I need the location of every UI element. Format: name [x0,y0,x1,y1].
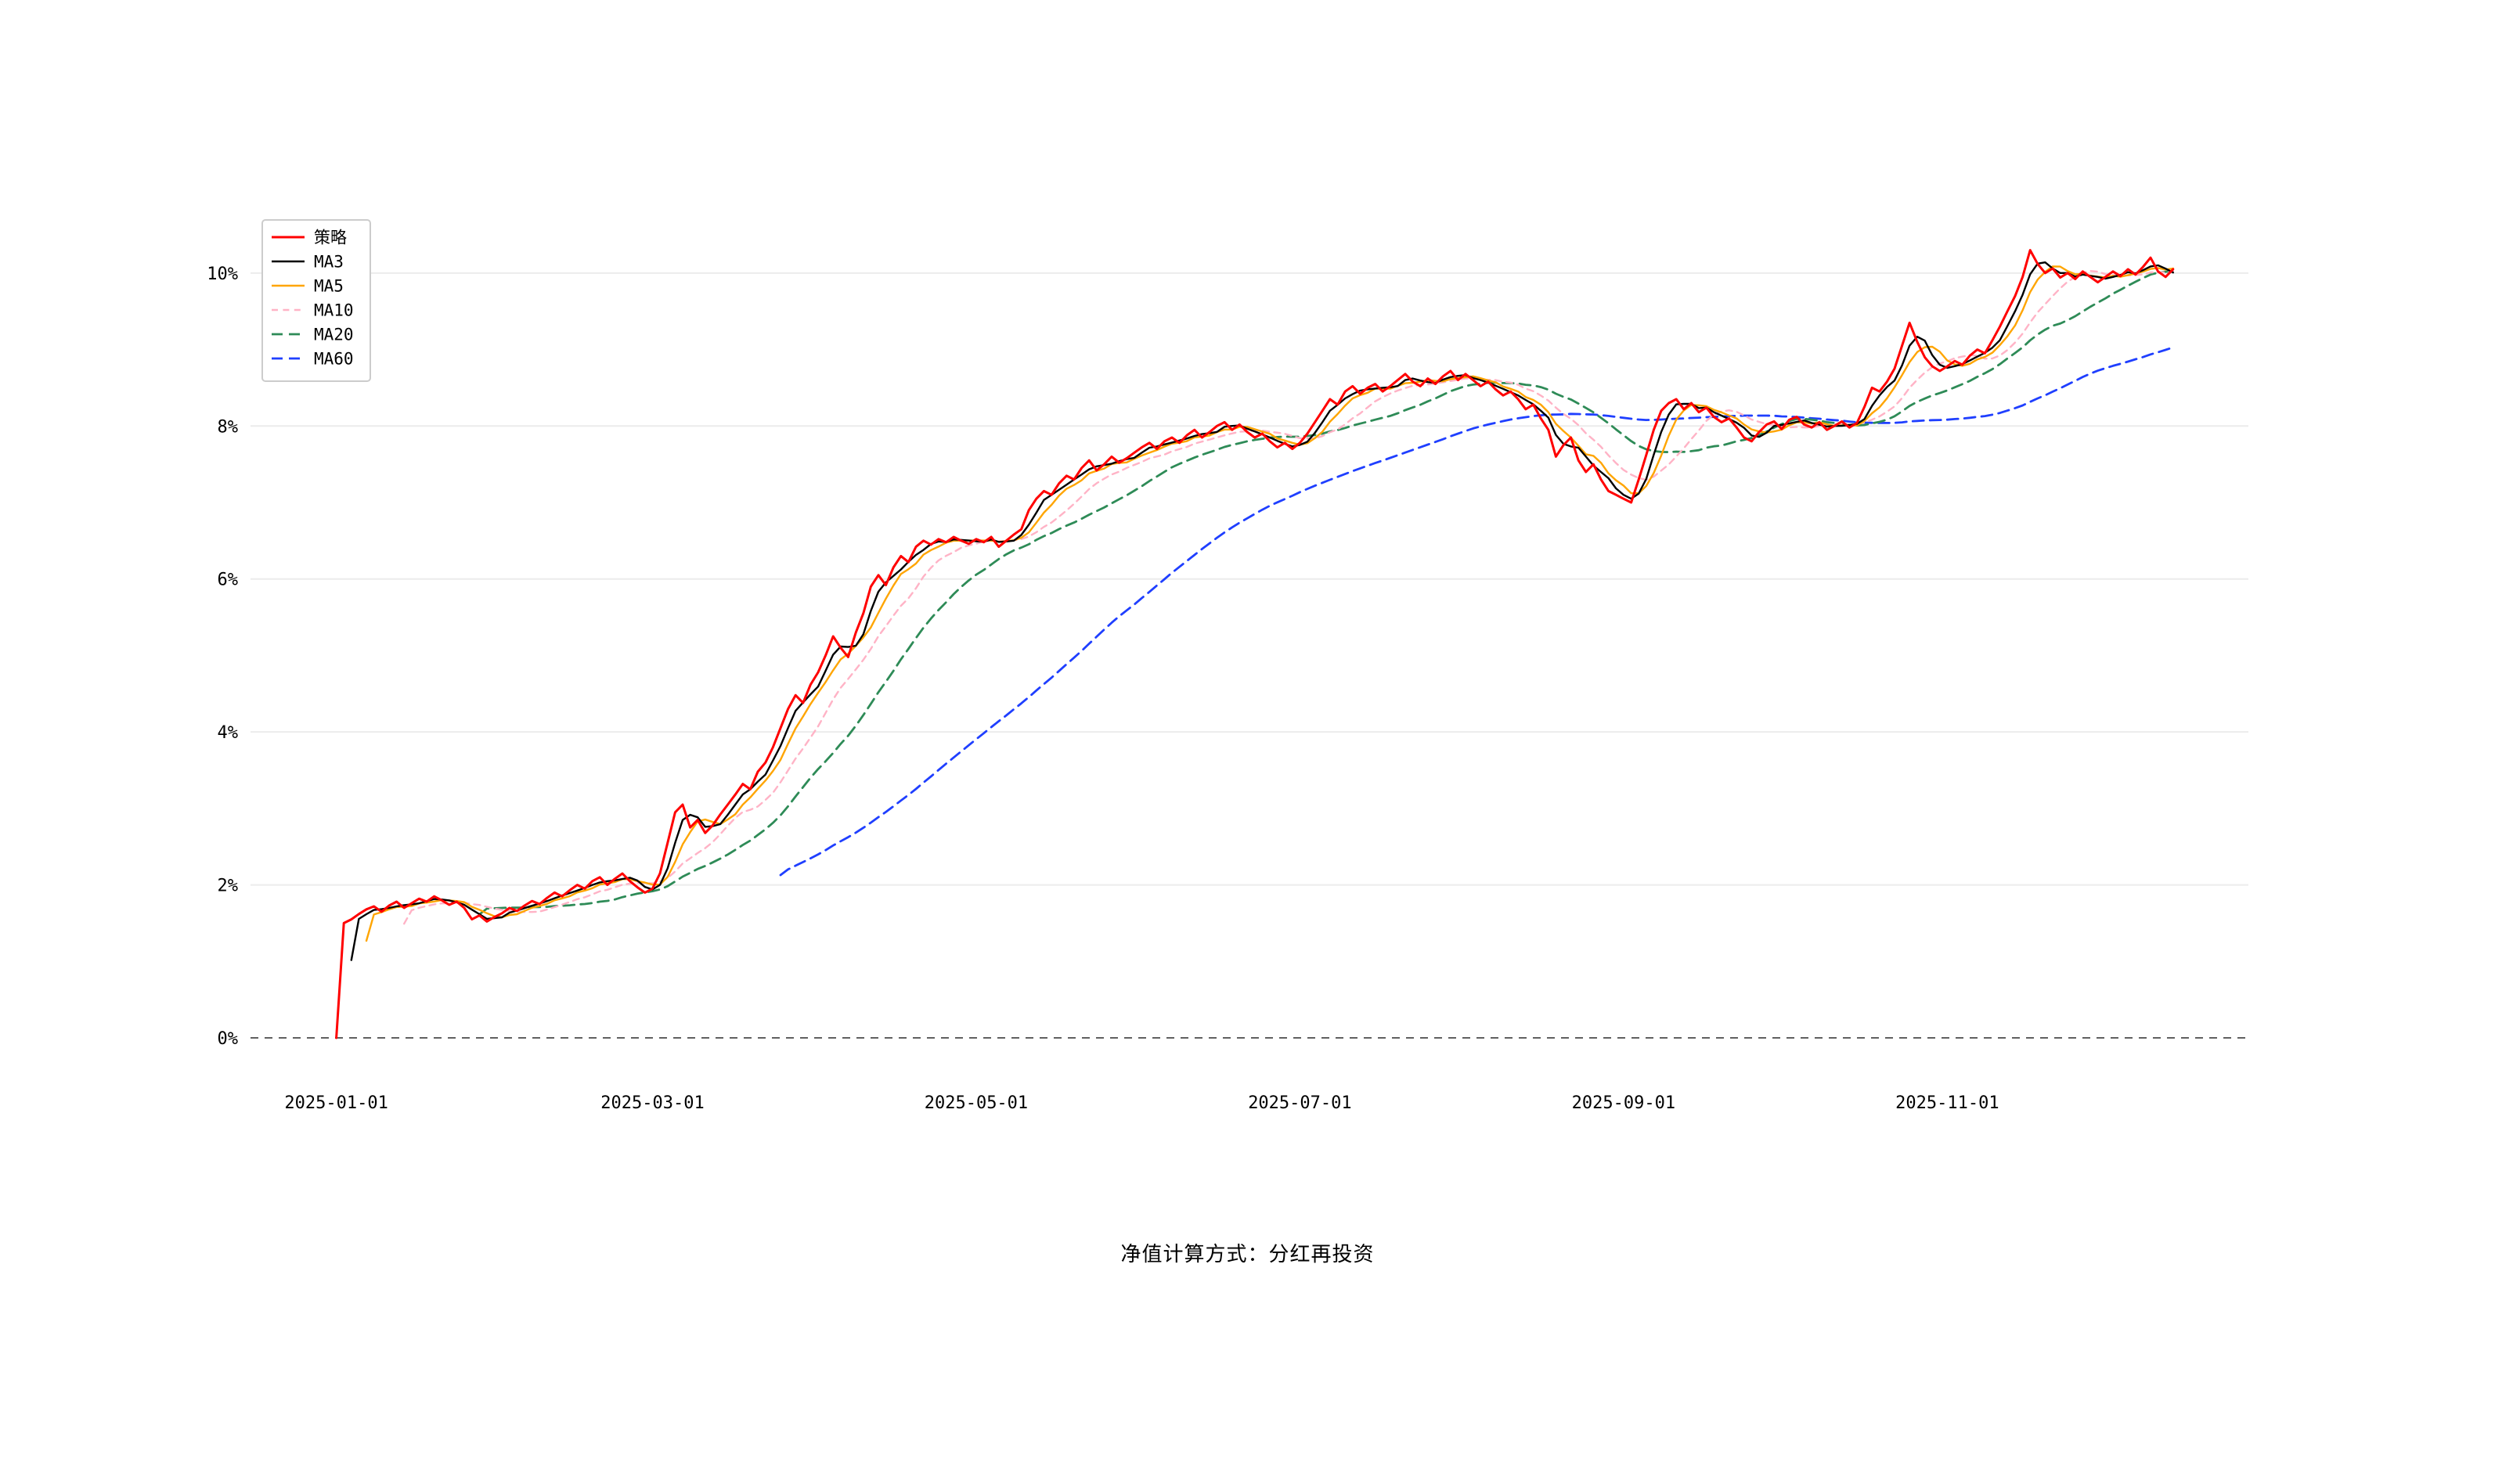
x-tick-label-2025-03-01: 2025-03-01 [600,1093,704,1113]
legend-item-ma3: MA3 [272,253,344,272]
series-line-ma20 [478,270,2175,916]
series-line-ma60 [779,346,2175,877]
gridlines [251,272,2248,886]
series-lines [335,249,2175,1039]
x-tick-label-2025-11-01: 2025-11-01 [1895,1093,1999,1113]
legend-item-strategy: 策略 [272,229,347,247]
x-tick-label-2025-09-01: 2025-09-01 [1572,1093,1675,1113]
x-tick-label-2025-01-01: 2025-01-01 [284,1093,388,1113]
y-tick-label-6: 6% [218,571,239,590]
y-tick-label-10: 10% [207,265,238,284]
legend-label-ma20: MA20 [314,326,354,344]
y-tick-label-2: 2% [218,877,239,896]
legend-label-ma5: MA5 [314,277,344,296]
legend: 策略 MA3 MA5 MA10 MA20 MA60 [261,219,371,382]
series-line-strategy [335,249,2175,1039]
legend-box [261,219,371,382]
legend-label-strategy: 策略 [314,229,347,247]
y-axis-tick-labels: 0% 2% 4% 6% 8% 10% [207,265,238,1049]
legend-item-ma60: MA60 [272,350,354,369]
series-line-ma10 [403,270,2174,925]
legend-item-ma20: MA20 [272,326,354,344]
series-line-ma5 [365,265,2174,942]
legend-item-ma5: MA5 [272,277,344,296]
series-line-ma3 [350,261,2174,961]
legend-label-ma10: MA10 [314,301,354,320]
y-tick-label-4: 4% [218,723,239,743]
y-tick-label-0: 0% [218,1029,239,1049]
chart-caption: 净值计算方式：分红再投资 [1120,1243,1375,1266]
y-tick-label-8: 8% [218,417,239,437]
x-tick-label-2025-07-01: 2025-07-01 [1248,1093,1351,1113]
legend-label-ma3: MA3 [314,253,344,272]
x-axis-tick-labels: 2025-01-01 2025-03-01 2025-05-01 2025-07-01… [284,1093,1999,1113]
x-tick-label-2025-05-01: 2025-05-01 [925,1093,1028,1113]
legend-item-ma10: MA10 [272,301,354,320]
legend-label-ma60: MA60 [314,350,354,369]
